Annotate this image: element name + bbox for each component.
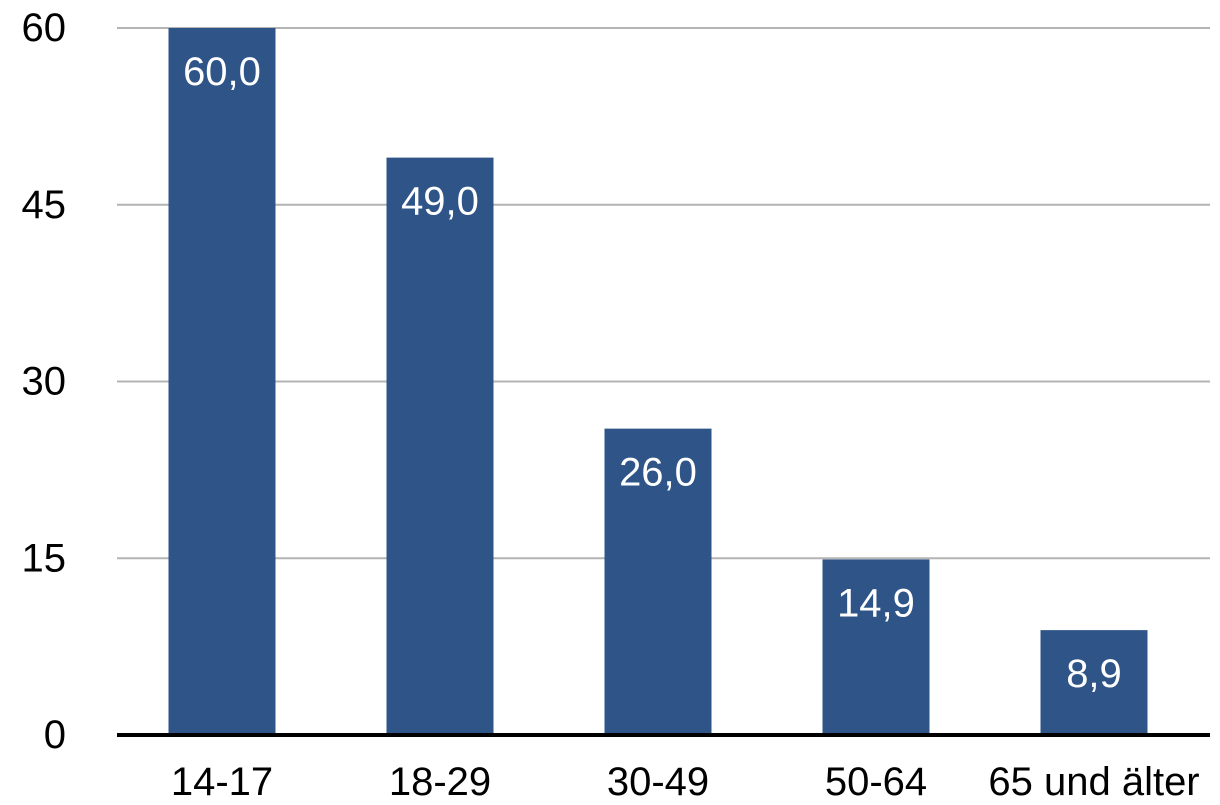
x-axis-category-labels: 14-17 18-29 30-49 50-64 65 und älter	[171, 760, 1200, 804]
bar-value-label: 60,0	[183, 50, 261, 94]
bar-65-und-älter	[1040, 630, 1148, 735]
bar-value-label: 14,9	[837, 581, 915, 625]
bar-50-64	[822, 559, 930, 735]
bar-value-label: 49,0	[401, 180, 479, 224]
x-category-label: 30-49	[607, 760, 709, 804]
bar-value-labels: 60,0 49,0 26,0 14,9 8,9	[183, 50, 1122, 696]
y-tick-label-30: 30	[22, 360, 67, 404]
bar-30-49	[604, 428, 712, 735]
y-tick-label-45: 45	[22, 183, 67, 227]
x-category-label: 65 und älter	[988, 760, 1199, 804]
y-tick-label-0: 0	[44, 713, 66, 757]
x-category-label: 14-17	[171, 760, 273, 804]
y-tick-label-60: 60	[22, 6, 67, 50]
y-tick-label-15: 15	[22, 536, 67, 580]
x-category-label: 50-64	[825, 760, 927, 804]
x-category-label: 18-29	[389, 760, 491, 804]
bar-value-label: 8,9	[1066, 652, 1122, 696]
bar-14-17	[168, 28, 276, 735]
bars	[168, 28, 1148, 735]
y-axis-tick-labels: 0 15 30 45 60	[22, 6, 67, 757]
bar-value-label: 26,0	[619, 451, 697, 495]
bar-18-29	[386, 157, 494, 735]
